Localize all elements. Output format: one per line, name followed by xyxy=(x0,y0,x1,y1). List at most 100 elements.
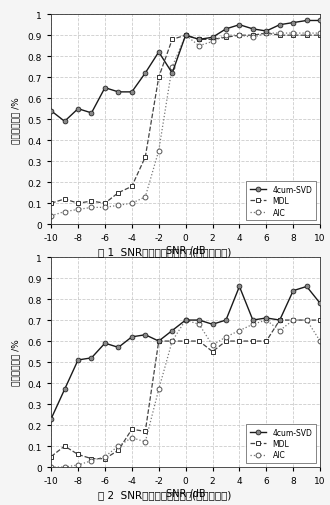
4cum-SVD xyxy=(49,109,53,115)
AIC xyxy=(130,435,134,441)
AIC xyxy=(291,318,295,324)
4cum-SVD xyxy=(305,18,309,24)
AIC xyxy=(224,33,228,39)
4cum-SVD xyxy=(264,315,268,321)
AIC xyxy=(318,31,322,37)
4cum-SVD xyxy=(197,318,201,324)
MDL xyxy=(157,338,161,344)
MDL xyxy=(89,198,93,205)
Line: MDL: MDL xyxy=(49,32,322,206)
Line: 4cum-SVD: 4cum-SVD xyxy=(49,19,322,124)
AIC xyxy=(197,322,201,328)
4cum-SVD xyxy=(318,18,322,24)
AIC xyxy=(170,65,174,71)
MDL xyxy=(103,456,107,462)
4cum-SVD xyxy=(264,29,268,35)
AIC xyxy=(264,318,268,324)
Text: 检测正确概率 /%: 检测正确概率 /% xyxy=(12,339,21,386)
MDL xyxy=(143,155,147,161)
4cum-SVD xyxy=(89,111,93,117)
4cum-SVD xyxy=(143,332,147,338)
Text: 检测正确概率 /%: 检测正确概率 /% xyxy=(12,96,21,143)
MDL xyxy=(251,33,255,39)
4cum-SVD xyxy=(76,107,80,113)
AIC xyxy=(211,39,214,45)
AIC xyxy=(63,464,67,470)
MDL xyxy=(130,426,134,432)
4cum-SVD xyxy=(116,344,120,350)
MDL xyxy=(278,318,282,324)
MDL xyxy=(318,33,322,39)
4cum-SVD xyxy=(305,284,309,290)
4cum-SVD xyxy=(170,71,174,77)
AIC xyxy=(157,386,161,392)
AIC xyxy=(224,334,228,340)
MDL xyxy=(224,35,228,41)
MDL xyxy=(76,200,80,207)
MDL xyxy=(291,33,295,39)
MDL xyxy=(211,37,214,43)
4cum-SVD xyxy=(116,90,120,96)
AIC xyxy=(76,207,80,213)
MDL xyxy=(76,451,80,458)
MDL xyxy=(305,33,309,39)
4cum-SVD xyxy=(103,340,107,346)
AIC xyxy=(143,439,147,445)
MDL xyxy=(183,33,187,39)
MDL xyxy=(264,338,268,344)
MDL xyxy=(170,37,174,43)
Text: 图 1  SNR对算法性能的影响(第一组信号): 图 1 SNR对算法性能的影响(第一组信号) xyxy=(98,246,232,257)
AIC xyxy=(237,328,241,334)
MDL xyxy=(237,33,241,39)
4cum-SVD xyxy=(63,386,67,392)
Line: AIC: AIC xyxy=(49,318,322,470)
Line: MDL: MDL xyxy=(49,318,322,461)
AIC xyxy=(49,213,53,219)
MDL xyxy=(251,338,255,344)
MDL xyxy=(157,75,161,81)
4cum-SVD xyxy=(291,21,295,27)
Line: AIC: AIC xyxy=(49,32,322,219)
MDL xyxy=(197,37,201,43)
X-axis label: SNR /dB: SNR /dB xyxy=(166,245,206,256)
AIC xyxy=(116,443,120,449)
4cum-SVD xyxy=(183,33,187,39)
AIC xyxy=(116,203,120,209)
4cum-SVD xyxy=(89,355,93,361)
AIC xyxy=(264,31,268,37)
MDL xyxy=(211,349,214,355)
MDL xyxy=(278,33,282,39)
4cum-SVD xyxy=(278,318,282,324)
AIC xyxy=(278,31,282,37)
4cum-SVD xyxy=(63,119,67,125)
AIC xyxy=(76,462,80,468)
AIC xyxy=(318,338,322,344)
AIC xyxy=(89,205,93,211)
X-axis label: SNR /dB: SNR /dB xyxy=(166,488,206,498)
4cum-SVD xyxy=(318,300,322,307)
4cum-SVD xyxy=(251,318,255,324)
AIC xyxy=(157,148,161,155)
MDL xyxy=(116,447,120,453)
4cum-SVD xyxy=(143,71,147,77)
4cum-SVD xyxy=(224,27,228,33)
MDL xyxy=(143,428,147,434)
MDL xyxy=(170,338,174,344)
Text: 图 2  SNR对算法性能的影响(第二组信号): 图 2 SNR对算法性能的影响(第二组信号) xyxy=(98,489,232,499)
AIC xyxy=(305,318,309,324)
AIC xyxy=(251,322,255,328)
AIC xyxy=(251,35,255,41)
4cum-SVD xyxy=(130,334,134,340)
MDL xyxy=(63,196,67,203)
AIC xyxy=(143,194,147,200)
Legend: 4cum-SVD, MDL, AIC: 4cum-SVD, MDL, AIC xyxy=(246,424,316,463)
AIC xyxy=(63,209,67,215)
AIC xyxy=(130,200,134,207)
4cum-SVD xyxy=(157,50,161,56)
AIC xyxy=(170,338,174,344)
4cum-SVD xyxy=(170,328,174,334)
4cum-SVD xyxy=(76,357,80,363)
MDL xyxy=(63,443,67,449)
AIC xyxy=(183,33,187,39)
AIC xyxy=(103,453,107,460)
